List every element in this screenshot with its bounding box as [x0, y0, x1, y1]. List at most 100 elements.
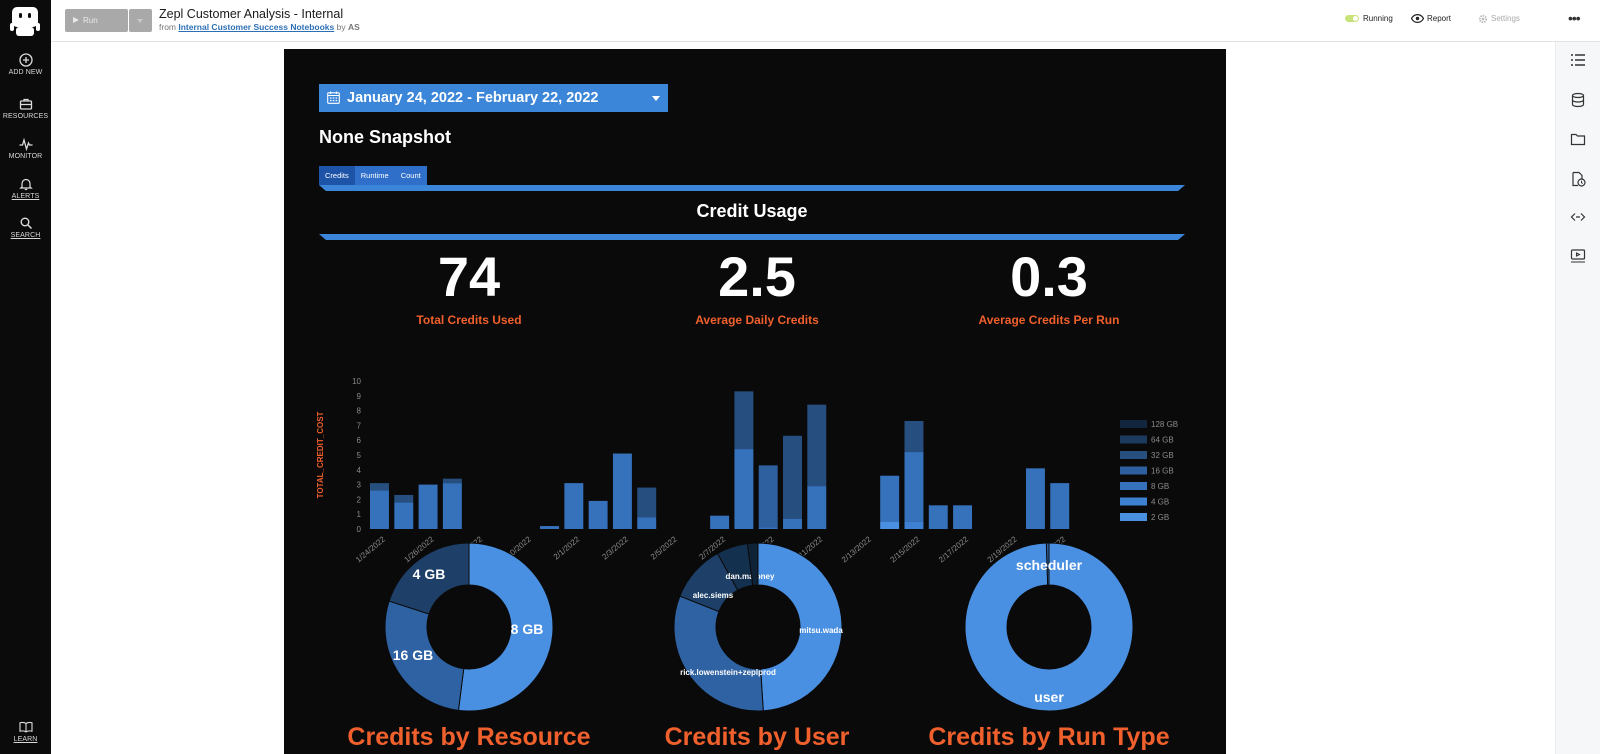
snapshot-title: None Snapshot	[319, 127, 452, 147]
bar-segment[interactable]	[394, 494, 414, 503]
donut-title-resource: Credits by Resource	[347, 723, 591, 751]
code-arrows-icon[interactable]	[1570, 209, 1586, 225]
bar-segment[interactable]	[758, 465, 778, 528]
bar-segment[interactable]	[807, 404, 827, 487]
legend-label[interactable]: 8 GB	[1151, 482, 1169, 491]
bar-segment[interactable]	[612, 453, 632, 529]
tab-runtime[interactable]: Runtime	[360, 171, 389, 180]
legend-label[interactable]: 2 GB	[1151, 513, 1169, 522]
nav-resources[interactable]: RESOURCES	[0, 97, 51, 120]
donut-slice-label: rick.lowenstein+zeplprod	[680, 668, 776, 677]
bar-segment[interactable]	[904, 521, 924, 529]
donut-slice[interactable]	[457, 543, 554, 712]
bar-segment[interactable]	[734, 449, 754, 529]
bar-segment[interactable]	[442, 478, 462, 484]
status-label: Running	[1363, 14, 1393, 23]
bar-segment[interactable]	[540, 526, 560, 529]
bar-segment[interactable]	[637, 487, 657, 518]
bar-segment[interactable]	[904, 420, 924, 453]
kpi-value: 0.3	[1010, 245, 1088, 308]
run-type-donut-chart: user scheduler	[964, 543, 1134, 712]
tab-count[interactable]: Count	[400, 171, 421, 180]
author-name: AS	[348, 22, 360, 32]
legend-swatch	[1120, 451, 1147, 459]
presentation-icon[interactable]	[1570, 248, 1586, 264]
donut-slice-label: dan.maloney	[726, 572, 775, 581]
list-icon[interactable]	[1570, 52, 1586, 68]
legend-label[interactable]: 128 GB	[1151, 420, 1178, 429]
nav-label: SEARCH	[10, 232, 41, 239]
user-donut-chart: mitsu.wada rick.lowenstein+zeplprod alec.s…	[673, 543, 843, 712]
bar-segment[interactable]	[880, 475, 900, 522]
run-button[interactable]: Run	[65, 9, 128, 32]
bar-segment[interactable]	[394, 502, 414, 529]
bar-segment[interactable]	[370, 490, 389, 529]
bar-segment[interactable]	[904, 452, 924, 522]
nav-search[interactable]: SEARCH	[0, 216, 51, 239]
legend-label[interactable]: 32 GB	[1151, 451, 1174, 460]
donut-slice[interactable]	[746, 543, 759, 586]
nav-alerts[interactable]: ALERTS	[0, 177, 51, 200]
bar-segment[interactable]	[710, 515, 730, 529]
pulse-icon	[19, 137, 32, 151]
bar-segment[interactable]	[418, 484, 438, 529]
bar-segment[interactable]	[442, 483, 462, 529]
run-label: Run	[83, 16, 98, 25]
more-menu-button[interactable]: •••	[1568, 10, 1581, 26]
left-nav: ADD NEW RESOURCES MONITOR ALERTS SEARCH …	[0, 0, 51, 754]
bar-segment[interactable]	[807, 486, 827, 529]
notebook-source: from Internal Customer Success Notebooks…	[159, 22, 360, 32]
settings-button[interactable]: Settings	[1478, 14, 1520, 24]
nav-monitor[interactable]: MONITOR	[0, 137, 51, 160]
legend-label[interactable]: 4 GB	[1151, 498, 1169, 507]
folder-icon[interactable]	[1570, 131, 1586, 147]
caret-down-icon	[652, 96, 660, 101]
bar-segment[interactable]	[1025, 468, 1045, 529]
bar-segment[interactable]	[734, 391, 754, 450]
notebook-space-link[interactable]: Internal Customer Success Notebooks	[178, 22, 335, 32]
nav-add-new[interactable]: ADD NEW	[0, 53, 51, 76]
nav-learn[interactable]: LEARN	[0, 720, 51, 743]
report-button[interactable]: Report	[1410, 14, 1452, 24]
bar-segment[interactable]	[783, 518, 802, 529]
run-options-dropdown[interactable]	[129, 9, 152, 32]
y-tick-label: 8	[357, 407, 362, 416]
donut-slice[interactable]	[964, 543, 1134, 712]
donut-slice[interactable]	[1045, 543, 1050, 586]
bar-segment[interactable]	[564, 483, 584, 529]
bar-segment[interactable]	[880, 521, 900, 529]
donut-slice[interactable]	[757, 543, 843, 712]
y-tick-label: 6	[357, 436, 362, 445]
running-status[interactable]: Running	[1345, 14, 1393, 23]
bar-segment[interactable]	[1050, 483, 1070, 529]
plus-circle-icon	[18, 53, 33, 67]
metric-tabs: Credits Runtime Count	[319, 166, 427, 185]
y-tick-label: 3	[357, 481, 362, 490]
report-label: Report	[1427, 14, 1452, 23]
bar-segment[interactable]	[588, 500, 608, 529]
database-icon[interactable]	[1570, 92, 1586, 108]
legend-label[interactable]: 64 GB	[1151, 436, 1174, 445]
y-tick-label: 10	[352, 377, 361, 386]
bar-segment[interactable]	[953, 505, 973, 529]
eye-icon	[1410, 14, 1425, 24]
kpi-label: Average Daily Credits	[695, 313, 819, 327]
tab-credits[interactable]: Credits	[319, 166, 355, 185]
bar-segment[interactable]	[370, 483, 389, 491]
donut-slice[interactable]	[673, 595, 764, 712]
top-bar: Run Zepl Customer Analysis - Internal fr…	[51, 0, 1600, 42]
donut-slice-label: user	[1034, 689, 1064, 705]
bar-segment[interactable]	[928, 505, 948, 529]
legend-label[interactable]: 16 GB	[1151, 467, 1174, 476]
date-range-picker[interactable]: January 24, 2022 - February 22, 2022	[319, 84, 668, 112]
donut-slice[interactable]	[384, 600, 465, 711]
y-tick-label: 2	[357, 495, 362, 504]
bar-segment[interactable]	[758, 527, 778, 529]
donut-slice[interactable]	[388, 543, 470, 615]
zepl-logo-icon[interactable]	[8, 4, 42, 38]
bar-segment[interactable]	[783, 435, 802, 519]
y-tick-label: 5	[357, 451, 362, 460]
bell-icon	[18, 178, 33, 191]
bar-segment[interactable]	[637, 517, 657, 529]
file-history-icon[interactable]	[1570, 171, 1586, 187]
